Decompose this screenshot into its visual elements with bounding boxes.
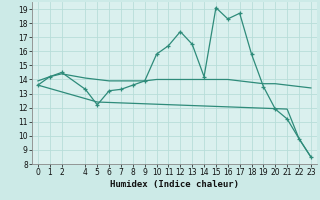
X-axis label: Humidex (Indice chaleur): Humidex (Indice chaleur) xyxy=(110,180,239,189)
